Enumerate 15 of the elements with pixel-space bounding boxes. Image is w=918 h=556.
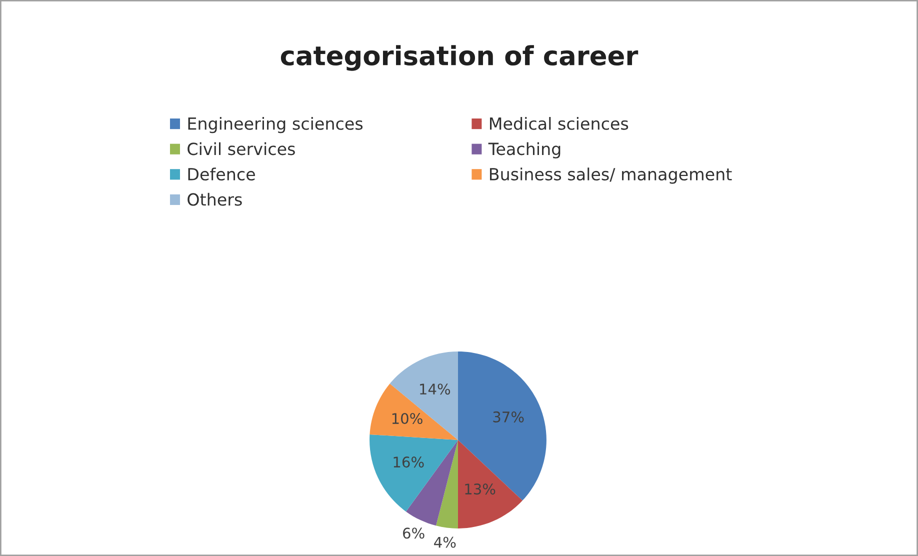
data-label: 10% [392,413,422,424]
data-label: 37% [493,411,524,422]
data-label: 6% [403,528,424,539]
chart-title: categorisation of career [280,45,638,71]
data-label: 16% [394,456,424,468]
legend-label: Engineering sciences [188,117,363,134]
legend-label: Defence [188,168,255,180]
data-label: 14% [420,384,450,395]
legend-label: Medical sciences [490,117,628,130]
data-label: 4% [434,536,456,548]
legend-label: Teaching [488,142,560,158]
legend-label: Others [188,192,242,206]
legend-label: Business sales/ management [490,168,732,184]
legend-label: Civil services [188,142,295,156]
data-label: 13% [465,484,496,495]
